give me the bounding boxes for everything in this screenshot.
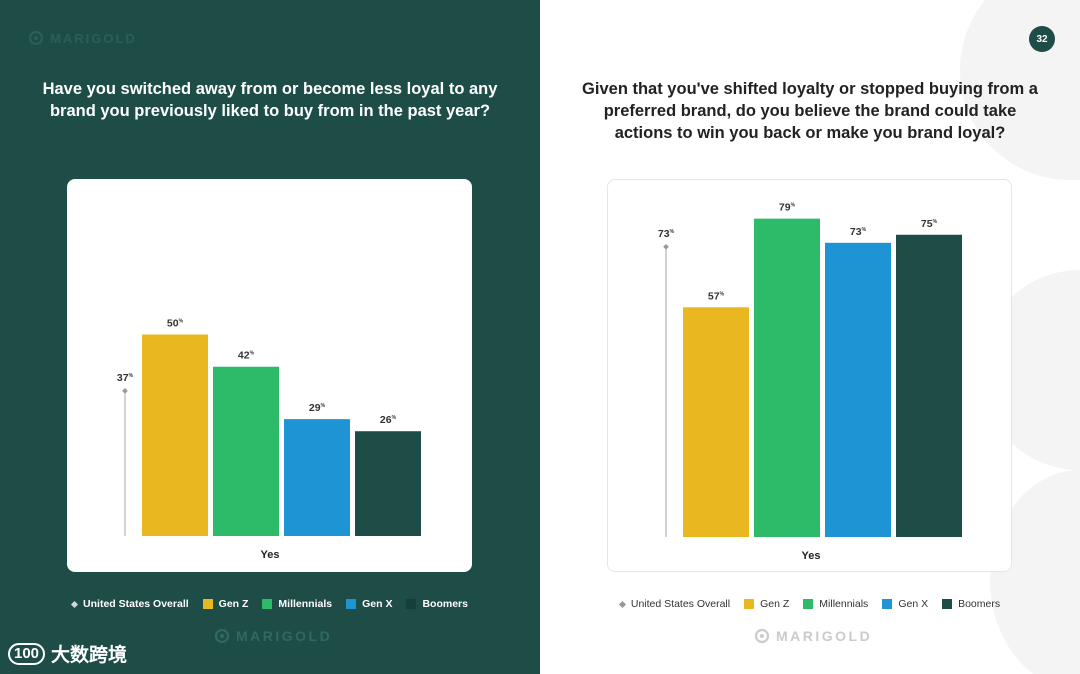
legend-label: Millennials [819,598,869,610]
legend-item-millennials: Millennials [262,598,332,610]
bar-gen-x [825,242,891,537]
brand-logo-bottom-right: MARIGOLD [754,628,872,644]
legend-label: Boomers [958,598,1001,610]
marigold-logo-icon [28,30,44,46]
bar-boomers [355,431,421,536]
right-panel: 32 Given that you've shifted loyalty or … [540,0,1080,674]
left-panel: MARIGOLD Have you switched away from or … [0,0,540,674]
bar-gen-z [683,307,749,537]
legend-label: Gen Z [760,598,790,610]
brand-logo-bottom-left: MARIGOLD [214,628,332,644]
bar-gen-z [142,334,208,536]
legend-item-gen-z: Gen Z [744,598,789,610]
brand-logo-top: MARIGOLD [28,30,137,46]
marigold-logo-icon [214,628,230,644]
right-chart: 73% 57% 79% 73% 75% Yes [658,202,962,562]
legend-swatch [744,599,755,609]
legend-label: Gen X [362,598,393,610]
bar-value-label: 79% [779,202,796,214]
bar-value-label: 57% [708,290,725,302]
diamond-marker-icon [70,600,79,608]
legend-label: United States Overall [630,598,731,610]
legend-swatch [803,599,814,609]
legend-swatch [406,599,417,609]
brand-logo-text: MARIGOLD [50,30,137,46]
brand-logo-text: MARIGOLD [236,628,333,644]
legend-swatch [346,599,357,609]
bar-value-label: 29% [309,402,326,414]
legend-item-boomers: Boomers [942,598,1000,610]
right-question-title: Given that you've shifted loyalty or sto… [582,80,1038,142]
watermark: 100 大数跨境 [8,640,127,667]
left-legend: United States Overall Gen Z Millennials … [0,598,540,610]
legend-swatch [202,599,213,609]
legend-item-gen-x: Gen X [346,598,392,610]
legend-item-us-overall: United States Overall [70,598,189,610]
legend-item-boomers: Boomers [406,598,468,610]
bar-millennials [213,366,279,536]
bar-value-label: 75% [921,218,938,230]
bar-gen-x [284,419,350,536]
us-overall-value-label: 37% [117,372,134,384]
legend-label: United States Overall [83,598,189,610]
bar-value-label: 73% [850,226,867,238]
bar-value-label: 50% [167,318,184,330]
legend-label: Millennials [278,598,333,610]
diamond-marker-icon [618,600,626,608]
bar-value-label: 42% [238,350,255,362]
us-overall-value-label: 73% [658,228,675,240]
bar-value-label: 26% [380,414,397,426]
legend-item-gen-x: Gen X [882,598,928,610]
legend-label: Gen X [898,598,929,610]
page-number-badge: 32 [1029,26,1055,52]
legend-item-gen-z: Gen Z [202,598,249,610]
right-chart-card: 73% 57% 79% 73% 75% Yes [607,179,1012,572]
us-overall-reference-marker [122,388,128,394]
legend-label: Gen Z [218,598,249,610]
marigold-logo-icon [754,628,770,644]
right-legend: United States Overall Gen Z Millennials … [540,598,1080,610]
brand-logo-text: MARIGOLD [776,628,873,644]
x-axis-label: Yes [261,549,280,561]
us-overall-reference-marker [663,243,669,250]
bar-millennials [754,218,820,537]
legend-swatch [882,599,893,609]
legend-swatch [262,599,273,609]
left-chart: 37% 50% 42% 29% 26% Yes [117,318,421,561]
left-question-title: Have you switched away from or become le… [42,80,498,120]
legend-item-millennials: Millennials [803,598,868,610]
watermark-text: 大数跨境 [51,645,128,666]
left-chart-card: 37% 50% 42% 29% 26% Yes [67,179,472,572]
legend-label: Boomers [422,598,468,610]
bar-boomers [896,234,962,537]
legend-item-us-overall: United States Overall [618,598,731,610]
legend-swatch [942,599,953,609]
watermark-icon: 100 [8,642,46,665]
x-axis-label: Yes [802,550,821,562]
